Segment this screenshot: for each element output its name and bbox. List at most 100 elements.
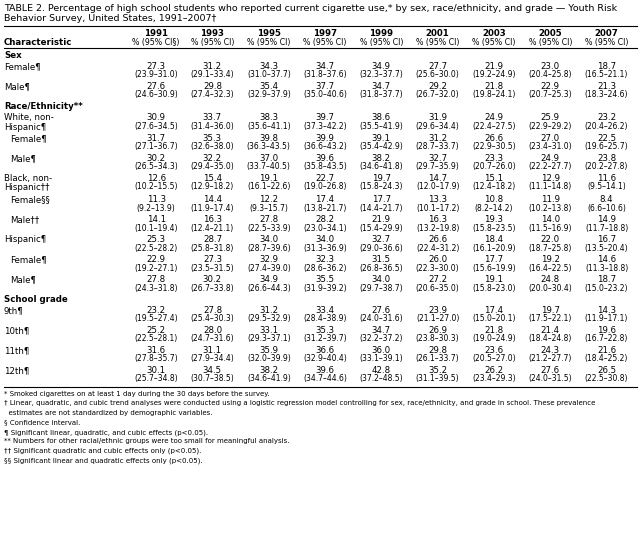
Text: (6.6–10.6): (6.6–10.6) [587,203,626,213]
Text: 31.2: 31.2 [203,62,222,71]
Text: (16.1–20.9): (16.1–20.9) [472,243,516,253]
Text: § Confidence interval.: § Confidence interval. [4,419,80,426]
Text: 13.3: 13.3 [428,195,447,204]
Text: (29.3–37.1): (29.3–37.1) [247,334,290,344]
Text: 35.5: 35.5 [315,275,335,284]
Text: (19.0–24.9): (19.0–24.9) [472,334,516,344]
Text: Black, non-: Black, non- [4,174,52,183]
Text: (23.4–29.3): (23.4–29.3) [472,374,516,384]
Text: 14.0: 14.0 [541,215,560,224]
Text: (9.5–14.1): (9.5–14.1) [587,182,626,192]
Text: (23.8–30.3): (23.8–30.3) [416,334,460,344]
Text: (33.1–39.1): (33.1–39.1) [360,354,403,364]
Text: 27.8: 27.8 [203,306,222,315]
Text: (16.5–21.1): (16.5–21.1) [585,70,628,80]
Text: % (95% CI): % (95% CI) [303,38,347,47]
Text: % (95% CI): % (95% CI) [191,38,234,47]
Text: (37.3–42.2): (37.3–42.2) [303,122,347,130]
Text: 27.3: 27.3 [203,255,222,264]
Text: % (95% CI): % (95% CI) [360,38,403,47]
Text: 27.8: 27.8 [259,215,278,224]
Text: 37.7: 37.7 [315,82,335,91]
Text: 22.5: 22.5 [597,134,616,143]
Text: White, non-: White, non- [4,113,54,122]
Text: Sex: Sex [4,51,22,60]
Text: Female¶: Female¶ [10,134,47,143]
Text: (15.8–23.0): (15.8–23.0) [472,283,516,293]
Text: 16.3: 16.3 [428,215,447,224]
Text: 34.0: 34.0 [372,275,391,284]
Text: (30.7–38.5): (30.7–38.5) [190,374,235,384]
Text: Male¶: Male¶ [4,82,30,91]
Text: (31.0–37.7): (31.0–37.7) [247,70,290,80]
Text: (15.8–23.5): (15.8–23.5) [472,223,516,233]
Text: Hispanic††: Hispanic†† [4,183,49,193]
Text: 24.9: 24.9 [541,154,560,163]
Text: 27.8: 27.8 [147,275,166,284]
Text: (31.2–39.7): (31.2–39.7) [303,334,347,344]
Text: (11.9–17.4): (11.9–17.4) [191,203,234,213]
Text: (13.2–19.8): (13.2–19.8) [416,223,460,233]
Text: 29.8: 29.8 [203,82,222,91]
Text: 14.3: 14.3 [597,306,616,315]
Text: (24.6–30.9): (24.6–30.9) [134,90,178,100]
Text: 9th¶: 9th¶ [4,306,24,315]
Text: 11.6: 11.6 [597,174,616,183]
Text: 15.1: 15.1 [485,174,504,183]
Text: (20.0–30.4): (20.0–30.4) [528,283,572,293]
Text: 23.2: 23.2 [597,113,616,122]
Text: (23.0–34.1): (23.0–34.1) [303,223,347,233]
Text: (34.6–41.9): (34.6–41.9) [247,374,290,384]
Text: (9.2–13.9): (9.2–13.9) [137,203,176,213]
Text: (10.2–13.8): (10.2–13.8) [529,203,572,213]
Text: 31.9: 31.9 [428,113,447,122]
Text: (15.8–24.3): (15.8–24.3) [360,182,403,192]
Text: (36.6–43.2): (36.6–43.2) [303,142,347,151]
Text: 39.1: 39.1 [372,134,391,143]
Text: 35.3: 35.3 [203,134,222,143]
Text: 34.0: 34.0 [259,235,278,244]
Text: 23.8: 23.8 [597,154,616,163]
Text: 2007: 2007 [595,29,619,38]
Text: 14.1: 14.1 [147,215,166,224]
Text: (32.6–38.0): (32.6–38.0) [190,142,234,151]
Text: 19.7: 19.7 [541,306,560,315]
Text: (12.4–21.1): (12.4–21.1) [191,223,234,233]
Text: 25.3: 25.3 [147,235,166,244]
Text: (27.4–39.0): (27.4–39.0) [247,263,290,273]
Text: 27.7: 27.7 [428,62,447,71]
Text: 35.3: 35.3 [315,326,335,335]
Text: (19.6–25.7): (19.6–25.7) [585,142,628,151]
Text: (32.9–37.9): (32.9–37.9) [247,90,290,100]
Text: (28.6–36.2): (28.6–36.2) [303,263,347,273]
Text: Race/Ethnicity**: Race/Ethnicity** [4,102,83,111]
Text: 24.8: 24.8 [541,275,560,284]
Text: (18.3–24.6): (18.3–24.6) [585,90,628,100]
Text: (29.5–32.9): (29.5–32.9) [247,314,290,324]
Text: % (95% CI): % (95% CI) [416,38,460,47]
Text: 32.9: 32.9 [259,255,278,264]
Text: (26.7–32.0): (26.7–32.0) [416,90,460,100]
Text: Characteristic: Characteristic [4,38,72,47]
Text: 14.9: 14.9 [597,215,616,224]
Text: (35.5–41.9): (35.5–41.9) [360,122,403,130]
Text: † Linear, quadratic, and cubic trend analyses were conducted using a logistic re: † Linear, quadratic, and cubic trend ana… [4,400,595,406]
Text: (24.0–31.6): (24.0–31.6) [360,314,403,324]
Text: 11.9: 11.9 [541,195,560,204]
Text: (15.0–20.1): (15.0–20.1) [472,314,516,324]
Text: (37.2–48.5): (37.2–48.5) [360,374,403,384]
Text: 38.2: 38.2 [259,366,278,375]
Text: 10.8: 10.8 [485,195,504,204]
Text: 26.2: 26.2 [485,366,504,375]
Text: 19.2: 19.2 [541,255,560,264]
Text: TABLE 2. Percentage of high school students who reported current cigarette use,*: TABLE 2. Percentage of high school stude… [4,4,617,13]
Text: 16.7: 16.7 [597,235,616,244]
Text: Male††: Male†† [10,215,39,224]
Text: 34.5: 34.5 [203,366,222,375]
Text: (27.4–32.3): (27.4–32.3) [190,90,234,100]
Text: 33.4: 33.4 [315,306,335,315]
Text: 19.7: 19.7 [372,174,391,183]
Text: 27.3: 27.3 [147,62,166,71]
Text: 14.6: 14.6 [597,255,616,264]
Text: 21.9: 21.9 [485,62,503,71]
